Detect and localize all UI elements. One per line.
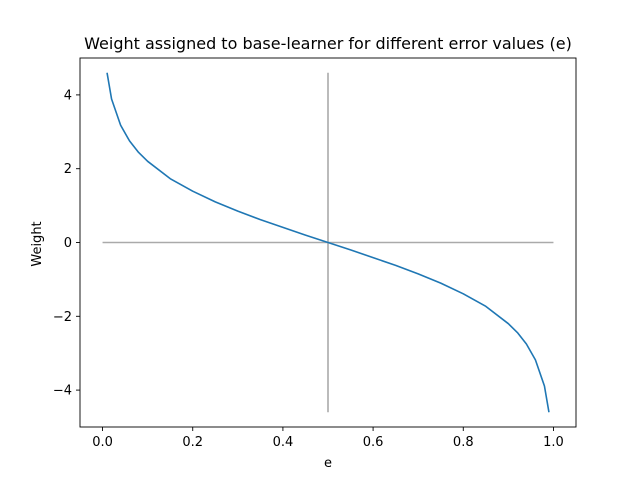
x-tick-label: 0.0 — [92, 435, 113, 450]
x-tick-label: 0.8 — [453, 435, 474, 450]
x-tick-label: 1.0 — [543, 435, 564, 450]
x-tick-label: 0.2 — [182, 435, 203, 450]
y-tick-label: 2 — [64, 162, 72, 177]
x-tick-label: 0.4 — [273, 435, 294, 450]
y-tick-label: −4 — [53, 384, 72, 399]
chart-title: Weight assigned to base-learner for diff… — [84, 34, 572, 53]
y-tick-label: −2 — [53, 310, 72, 325]
plot-area: 0.0 0.2 0.4 0.6 0.8 1.0 −4 −2 0 2 4 — [53, 57, 577, 450]
y-tick-label: 4 — [64, 88, 72, 103]
series-line-0 — [106, 72, 550, 413]
x-axis-label: e — [324, 456, 332, 471]
y-tick-label: 0 — [64, 236, 72, 251]
x-tick-label: 0.6 — [363, 435, 384, 450]
y-axis-label: Weight — [30, 221, 45, 266]
